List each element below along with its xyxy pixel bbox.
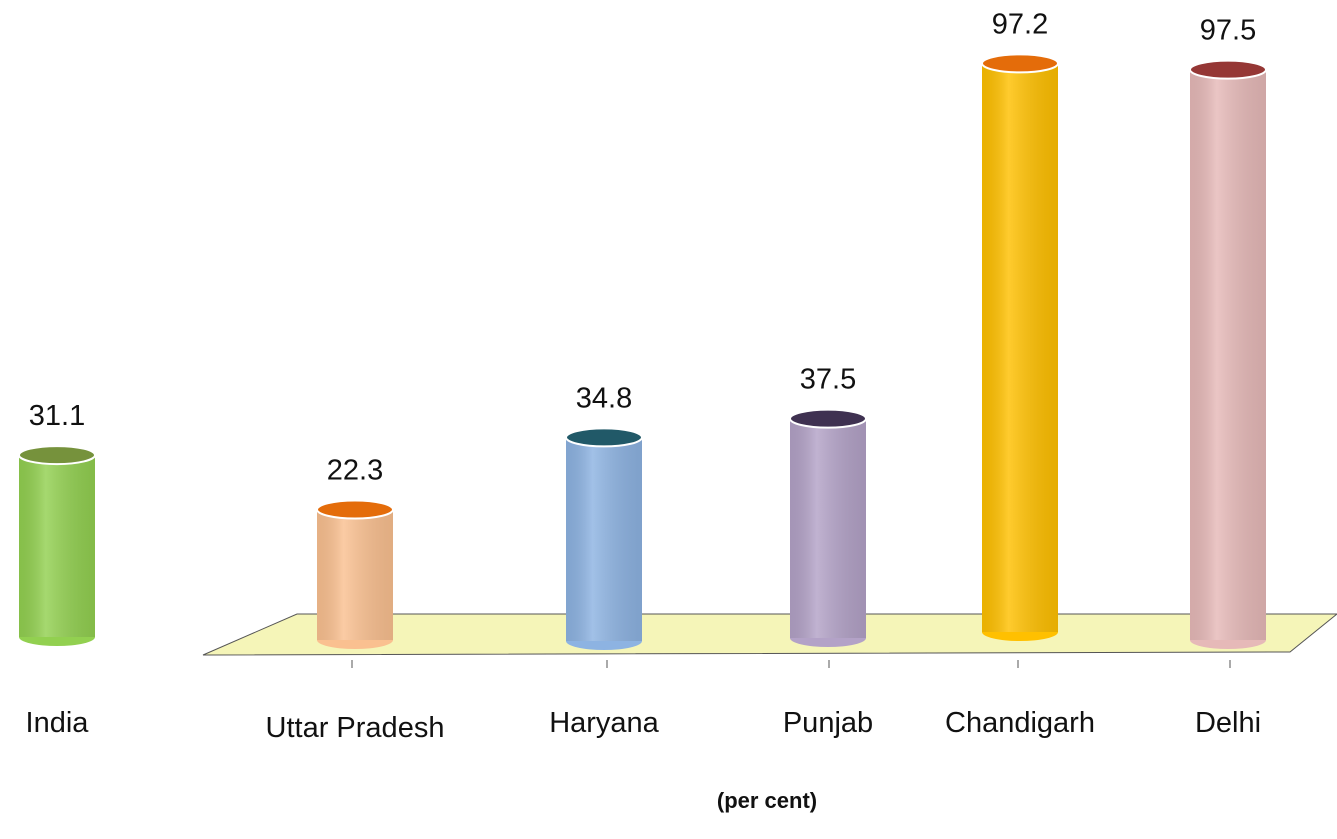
bar-top: [18, 445, 96, 466]
x-tick-label: Chandigarh: [945, 707, 1095, 739]
x-tick-label: India: [26, 707, 90, 739]
x-axis-label: (per cent): [717, 788, 817, 813]
bar-shade: [790, 418, 866, 638]
ticks: [351, 660, 1231, 668]
bar-top: [565, 427, 643, 448]
value-label: 31.1: [29, 400, 85, 432]
bar-top: [1189, 59, 1267, 80]
bar-top: [789, 408, 867, 429]
value-label: 97.2: [992, 8, 1048, 40]
value-label: 37.5: [800, 364, 856, 396]
x-tick-label: Uttar Pradesh: [266, 712, 445, 744]
value-label: 34.8: [576, 382, 632, 414]
x-tick-label: Delhi: [1195, 707, 1261, 739]
bar-shade: [1190, 69, 1266, 640]
bar-shade: [19, 455, 95, 637]
x-tick-label: Punjab: [783, 707, 873, 739]
bar-shade: [982, 63, 1058, 632]
bar-top: [981, 53, 1059, 74]
value-label: 22.3: [327, 455, 383, 487]
bar-shade: [566, 437, 642, 641]
x-tick-label: Haryana: [549, 707, 659, 739]
bar-shade: [317, 509, 393, 640]
value-label: 97.5: [1200, 15, 1256, 47]
bar-top: [316, 499, 394, 520]
